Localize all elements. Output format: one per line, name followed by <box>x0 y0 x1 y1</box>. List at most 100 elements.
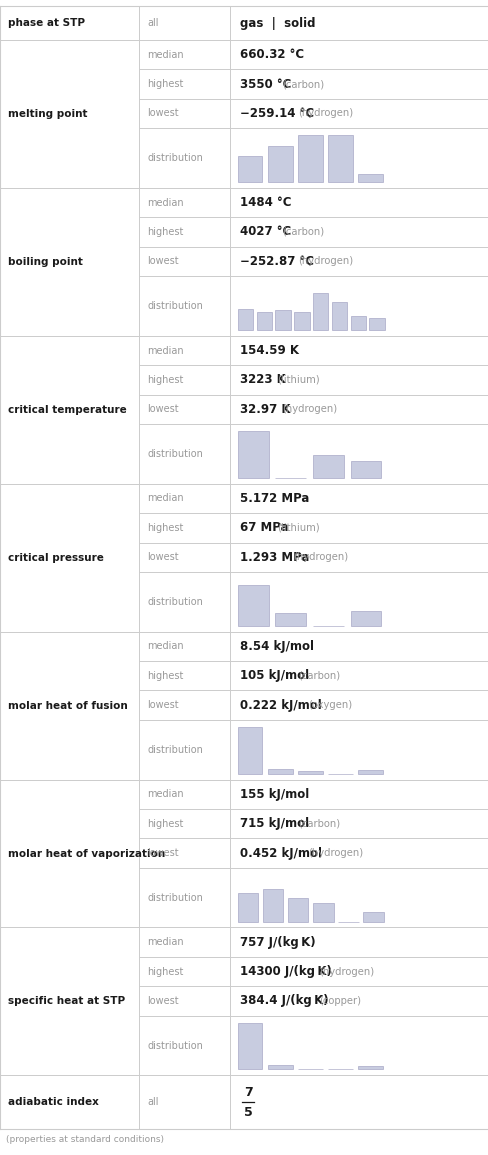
Text: median: median <box>147 493 183 504</box>
Text: lowest: lowest <box>147 404 179 415</box>
Text: 1484 °C: 1484 °C <box>239 196 291 209</box>
Text: 384.4 J/(kg K): 384.4 J/(kg K) <box>239 994 328 1007</box>
Text: 715 kJ/mol: 715 kJ/mol <box>239 817 308 830</box>
Text: all: all <box>147 18 159 28</box>
Text: molar heat of fusion: molar heat of fusion <box>8 701 127 710</box>
Text: median: median <box>147 50 183 60</box>
Bar <box>263 889 283 922</box>
Text: 3550 °C: 3550 °C <box>239 77 291 90</box>
Text: lowest: lowest <box>147 256 179 267</box>
Text: (carbon): (carbon) <box>297 819 339 828</box>
Text: 105 kJ/mol: 105 kJ/mol <box>239 669 308 683</box>
Bar <box>357 1066 382 1070</box>
Text: (hydrogen): (hydrogen) <box>318 967 373 977</box>
Text: 8.54 kJ/mol: 8.54 kJ/mol <box>239 640 313 653</box>
Text: (hydrogen): (hydrogen) <box>297 256 352 267</box>
Bar <box>267 769 292 774</box>
Text: 14300 J/(kg K): 14300 J/(kg K) <box>239 966 331 978</box>
Bar <box>256 312 271 330</box>
Text: 32.97 K: 32.97 K <box>239 403 290 416</box>
Text: 0.222 kJ/mol: 0.222 kJ/mol <box>239 699 321 711</box>
Text: molar heat of vaporization: molar heat of vaporization <box>8 849 165 858</box>
Bar <box>237 156 262 182</box>
Text: (hydrogen): (hydrogen) <box>307 848 363 858</box>
Bar <box>237 726 262 774</box>
Text: 5: 5 <box>244 1105 252 1119</box>
Text: 4027 °C: 4027 °C <box>239 225 290 238</box>
Text: lowest: lowest <box>147 109 179 119</box>
Text: boiling point: boiling point <box>8 256 82 267</box>
Text: phase at STP: phase at STP <box>8 18 85 28</box>
Bar <box>350 611 381 626</box>
Text: highest: highest <box>147 375 183 385</box>
Text: median: median <box>147 345 183 356</box>
Bar <box>331 301 346 330</box>
Bar <box>267 146 292 182</box>
Text: median: median <box>147 937 183 947</box>
Bar <box>312 903 333 922</box>
Text: 154.59 K: 154.59 K <box>239 344 298 357</box>
Bar <box>237 431 268 478</box>
Bar <box>357 770 382 774</box>
Text: distribution: distribution <box>147 893 203 902</box>
Text: (hydrogen): (hydrogen) <box>282 404 337 415</box>
Text: distribution: distribution <box>147 745 203 754</box>
Text: distribution: distribution <box>147 152 203 163</box>
Bar <box>297 135 322 182</box>
Bar <box>237 308 253 330</box>
Text: highest: highest <box>147 819 183 828</box>
Bar <box>312 293 328 330</box>
Text: distribution: distribution <box>147 301 203 311</box>
Text: 67 MPa: 67 MPa <box>239 521 288 535</box>
Bar <box>327 135 352 182</box>
Bar <box>297 770 322 774</box>
Text: highest: highest <box>147 523 183 532</box>
Text: (carbon): (carbon) <box>297 671 339 680</box>
Text: 0.452 kJ/mol: 0.452 kJ/mol <box>239 847 321 859</box>
Text: all: all <box>147 1097 159 1108</box>
Text: 660.32 °C: 660.32 °C <box>239 49 304 61</box>
Text: 757 J/(kg K): 757 J/(kg K) <box>239 936 315 948</box>
Text: −259.14 °C: −259.14 °C <box>239 107 313 120</box>
Bar <box>350 315 365 330</box>
Bar <box>368 319 384 330</box>
Text: 5.172 MPa: 5.172 MPa <box>239 492 308 505</box>
Bar <box>275 612 305 626</box>
Text: (oxygen): (oxygen) <box>307 700 352 710</box>
Text: lowest: lowest <box>147 700 179 710</box>
Text: (lithium): (lithium) <box>277 375 319 385</box>
Text: distribution: distribution <box>147 1041 203 1051</box>
Text: median: median <box>147 789 183 799</box>
Text: highest: highest <box>147 228 183 237</box>
Text: critical pressure: critical pressure <box>8 553 103 562</box>
Text: distribution: distribution <box>147 449 203 459</box>
Text: specific heat at STP: specific heat at STP <box>8 997 125 1006</box>
Bar <box>312 455 343 478</box>
Text: (properties at standard conditions): (properties at standard conditions) <box>6 1134 163 1143</box>
Bar <box>237 1023 262 1070</box>
Text: lowest: lowest <box>147 996 179 1006</box>
Text: (hydrogen): (hydrogen) <box>297 109 352 119</box>
Text: lowest: lowest <box>147 848 179 858</box>
Bar <box>275 311 290 330</box>
Text: (lithium): (lithium) <box>277 523 319 532</box>
Text: median: median <box>147 641 183 651</box>
Text: 155 kJ/mol: 155 kJ/mol <box>239 788 308 800</box>
Bar <box>287 899 308 922</box>
Text: gas  |  solid: gas | solid <box>239 16 315 30</box>
Text: (copper): (copper) <box>318 996 360 1006</box>
Text: −252.87 °C: −252.87 °C <box>239 255 313 268</box>
Bar <box>357 173 382 182</box>
Text: (carbon): (carbon) <box>282 79 324 89</box>
Text: 3223 K: 3223 K <box>239 373 285 387</box>
Text: 1.293 MPa: 1.293 MPa <box>239 551 308 564</box>
Text: 7: 7 <box>244 1086 252 1098</box>
Text: lowest: lowest <box>147 552 179 562</box>
Text: (carbon): (carbon) <box>282 228 324 237</box>
Text: adiabatic index: adiabatic index <box>8 1097 99 1108</box>
Bar <box>267 1065 292 1070</box>
Bar <box>350 462 381 478</box>
Text: highest: highest <box>147 79 183 89</box>
Text: median: median <box>147 198 183 208</box>
Bar <box>363 912 383 922</box>
